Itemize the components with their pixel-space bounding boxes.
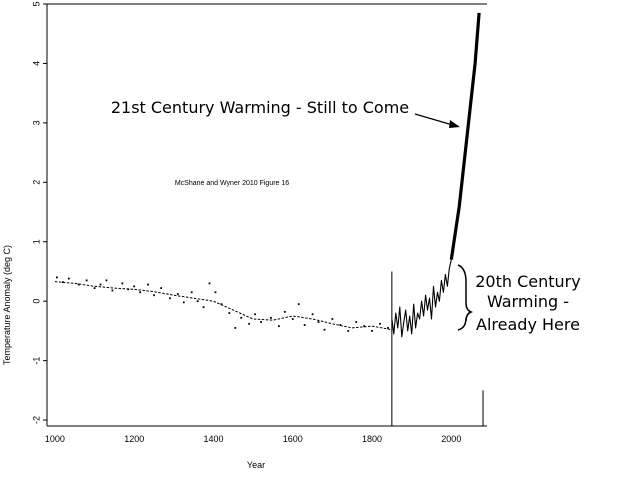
series-point [254,313,257,316]
y-tick-label: 2 [31,180,41,185]
annotation-21st-century: 21st Century Warming - Still to Come [111,98,409,117]
series-point [208,282,211,285]
annotation-20th-century-line1: 20th Century [475,272,580,291]
y-tick-label: -2 [31,416,41,424]
series-point [61,281,64,284]
series-point [147,283,149,286]
series-point [283,310,286,313]
series-point [387,327,389,329]
figure-source-label: McShane and Wyner 2010 Figure 16 [175,180,289,187]
series-point [93,287,96,290]
series-point [133,285,136,288]
y-tick-label: 3 [31,120,41,125]
series-point [260,321,262,323]
x-axis-title: Year [247,460,265,470]
series-point [240,316,243,319]
series-point [248,322,251,325]
annotation-21st-century-arrow [414,113,457,127]
series-layer [54,12,481,338]
series-point [85,279,88,282]
series-point [214,291,217,294]
series-point [182,301,185,304]
series-point [220,303,223,306]
series-point [202,306,205,309]
y-axis-ticks: -2 -1 0 1 2 3 4 5 [31,1,47,424]
series-point [277,325,280,328]
series-point [291,318,294,320]
series-point [105,279,108,282]
annotation-20th-century-line2: Warming - [487,292,569,311]
series-point [153,294,155,297]
series-point [160,287,163,290]
x-tick-label: 2000 [441,434,461,444]
x-tick-label: 1400 [203,434,223,444]
series-point [379,322,381,325]
series-point [139,291,142,294]
series-point [77,283,80,286]
x-tick-label: 1000 [45,434,65,444]
series-point [297,303,300,306]
x-tick-label: 1200 [124,434,144,444]
series-point [270,316,272,319]
series-point [228,312,231,314]
series-point [67,277,70,280]
y-tick-label: 5 [31,1,41,6]
series-point [311,313,314,316]
annotation-21st-century-arrowhead [449,120,460,128]
y-tick-label: -1 [31,357,41,365]
series-point [317,321,320,323]
x-tick-label: 1600 [283,434,303,444]
series-point [127,288,130,291]
series-point [176,293,179,295]
series-point [190,291,193,294]
y-tick-label: 4 [31,61,41,66]
series-point [121,282,124,285]
series-point [331,318,334,320]
series-point [347,330,350,332]
vertical-lines [391,271,484,426]
x-axis-ticks: 1000 1200 1400 1600 1800 2000 [45,434,461,444]
series-line-3 [391,259,452,338]
y-tick-label: 0 [31,299,41,304]
annotation-20th-century-line3: Already Here [476,315,580,334]
series-line-1 [54,281,392,331]
series-point [355,321,358,323]
x-tick-label: 1800 [362,434,382,444]
series-point [196,300,199,303]
series-point [99,283,102,286]
series-point [111,289,114,292]
series-point [56,276,58,279]
series-point [168,297,171,300]
y-axis-title: Temperature Anomaly (deg C) [2,245,12,365]
series-point [303,324,306,326]
y-tick-label: 1 [31,239,41,244]
series-point [323,328,326,331]
annotation-20th-century-bracket [457,264,474,331]
series-line-4 [449,12,481,260]
series-point [371,330,373,332]
series-point [339,324,342,326]
series-point [363,325,366,328]
series-point [234,327,237,329]
